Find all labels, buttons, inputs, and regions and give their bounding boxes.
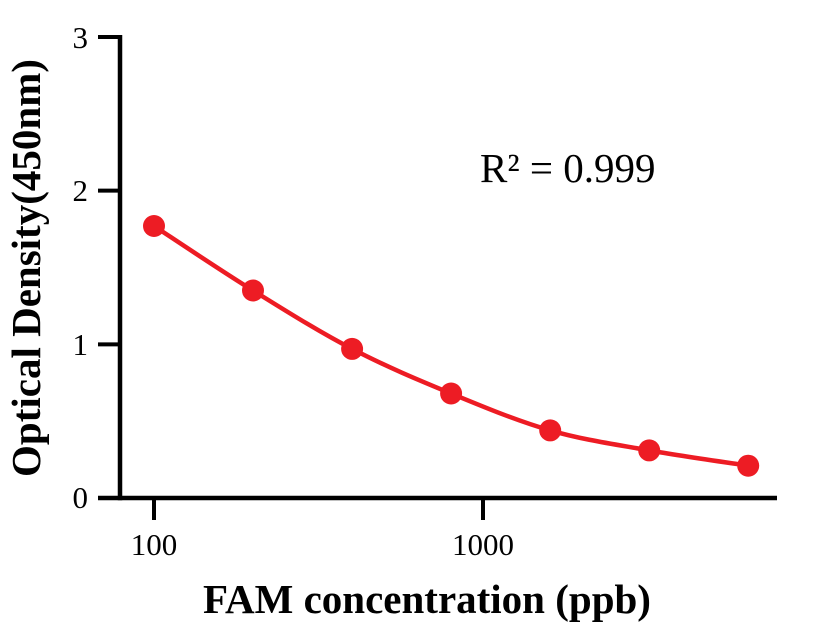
data-point-marker: [143, 215, 165, 237]
r-squared-annotation: R² = 0.999: [480, 145, 656, 191]
y-tick-label-2: 2: [72, 173, 89, 208]
data-point-marker: [539, 419, 562, 442]
x-tick-label-1000: 1000: [452, 527, 514, 562]
data-point-marker: [638, 439, 661, 462]
x-tick-label-100: 100: [130, 527, 178, 562]
data-point-marker: [341, 337, 364, 360]
y-tick-label-1: 1: [72, 327, 89, 362]
data-point-marker: [242, 279, 264, 302]
y-axis-title: Optical Density(450nm): [3, 59, 49, 477]
y-tick-label-3: 3: [72, 20, 89, 55]
x-axis-title: FAM concentration (ppb): [203, 576, 651, 622]
data-point-marker: [440, 382, 463, 405]
data-point-marker: [737, 454, 760, 477]
fit-curve: [151, 223, 751, 468]
y-tick-label-0: 0: [72, 480, 89, 515]
